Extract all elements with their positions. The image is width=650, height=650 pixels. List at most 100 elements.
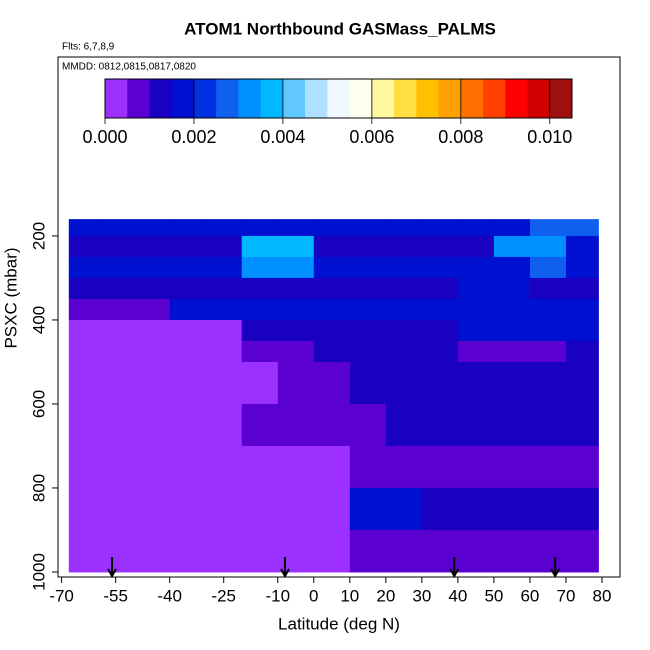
- heat-cell: [493, 361, 531, 405]
- heat-cell: [97, 277, 135, 300]
- heat-cell: [421, 361, 459, 405]
- heat-cell: [529, 256, 567, 279]
- heat-cell: [205, 487, 243, 531]
- heat-cell: [313, 235, 351, 258]
- heat-cell: [349, 298, 387, 321]
- heat-cell: [205, 340, 243, 363]
- heat-cell: [529, 277, 567, 300]
- heat-cell: [313, 219, 351, 237]
- x-tick-label: 0: [309, 586, 318, 605]
- heat-cell: [457, 235, 495, 258]
- heat-cell: [277, 319, 315, 342]
- colorbar-cell: [483, 79, 506, 118]
- heat-cell: [313, 256, 351, 279]
- heat-cell: [385, 219, 423, 237]
- colorbar-cell: [282, 79, 306, 118]
- heat-cell: [277, 298, 315, 321]
- heat-cell: [457, 361, 495, 405]
- colorbar-cell: [349, 79, 373, 118]
- heat-cell: [529, 219, 567, 237]
- heat-cell: [493, 319, 531, 342]
- heat-cell: [97, 319, 135, 342]
- heat-cell: [565, 256, 599, 279]
- heat-cell: [349, 219, 387, 237]
- colorbar-cell: [238, 79, 261, 118]
- heat-cell: [68, 361, 99, 405]
- chart-title: ATOM1 Northbound GASMass_PALMS: [184, 19, 496, 38]
- heat-cell: [421, 529, 459, 573]
- heat-cell: [169, 298, 207, 321]
- heat-cell: [493, 219, 531, 237]
- heat-cell: [421, 298, 459, 321]
- colorbar-tick-label: 0.002: [171, 127, 216, 147]
- heat-cell: [529, 298, 567, 321]
- heat-cell: [68, 319, 99, 342]
- heat-cell: [97, 445, 135, 489]
- colorbar-cell: [149, 79, 173, 118]
- colorbar-cell: [193, 79, 217, 118]
- heat-cell: [205, 219, 243, 237]
- heat-cell: [68, 529, 99, 573]
- heat-cell: [277, 403, 315, 447]
- heat-cell: [457, 219, 495, 237]
- heat-cell: [385, 403, 423, 447]
- heat-cell: [493, 403, 531, 447]
- heat-cell: [313, 277, 351, 300]
- heat-cell: [169, 403, 207, 447]
- heat-cell: [421, 256, 459, 279]
- heat-cell: [97, 403, 135, 447]
- heat-cell: [457, 256, 495, 279]
- heat-cell: [385, 298, 423, 321]
- heat-cell: [133, 529, 171, 573]
- heat-cell: [349, 277, 387, 300]
- heat-cell: [421, 235, 459, 258]
- heat-cell: [421, 219, 459, 237]
- heat-cell: [133, 256, 171, 279]
- heat-cell: [133, 298, 171, 321]
- heat-cell: [277, 277, 315, 300]
- heat-cell: [385, 445, 423, 489]
- heat-cell: [385, 487, 423, 531]
- heat-cell: [421, 277, 459, 300]
- heat-cell: [349, 361, 387, 405]
- flight-arrow: [280, 557, 290, 579]
- heat-cell: [493, 529, 531, 573]
- heat-cell: [277, 340, 315, 363]
- heat-cell: [529, 529, 567, 573]
- heat-cell: [565, 403, 599, 447]
- heat-cell: [349, 235, 387, 258]
- heat-cell: [97, 487, 135, 531]
- heat-cell: [97, 235, 135, 258]
- heat-cell: [205, 445, 243, 489]
- heat-cell: [457, 319, 495, 342]
- heat-cell: [133, 340, 171, 363]
- heat-cell: [457, 298, 495, 321]
- heat-cell: [349, 403, 387, 447]
- heat-cell: [241, 219, 279, 237]
- colorbar-cell: [260, 79, 284, 118]
- heat-cell: [205, 298, 243, 321]
- heat-cell: [277, 235, 315, 258]
- heat-cell: [529, 487, 567, 531]
- colorbar-cell: [394, 79, 417, 118]
- x-tick-label: -25: [211, 586, 236, 605]
- heat-cell: [133, 219, 171, 237]
- heat-cell: [349, 445, 387, 489]
- heat-cell: [169, 445, 207, 489]
- heat-cell: [169, 219, 207, 237]
- heat-cell: [97, 219, 135, 237]
- heat-cell: [68, 445, 99, 489]
- heat-cell: [97, 256, 135, 279]
- colorbar-cell: [505, 79, 528, 118]
- heat-cell: [313, 361, 351, 405]
- colorbar-tick-label: 0.006: [349, 127, 394, 147]
- heat-cell: [68, 403, 99, 447]
- heat-cell: [133, 361, 171, 405]
- heat-cell: [313, 340, 351, 363]
- heat-cell: [241, 361, 279, 405]
- heat-cell: [97, 529, 135, 573]
- heat-cell: [169, 319, 207, 342]
- heat-cell: [205, 256, 243, 279]
